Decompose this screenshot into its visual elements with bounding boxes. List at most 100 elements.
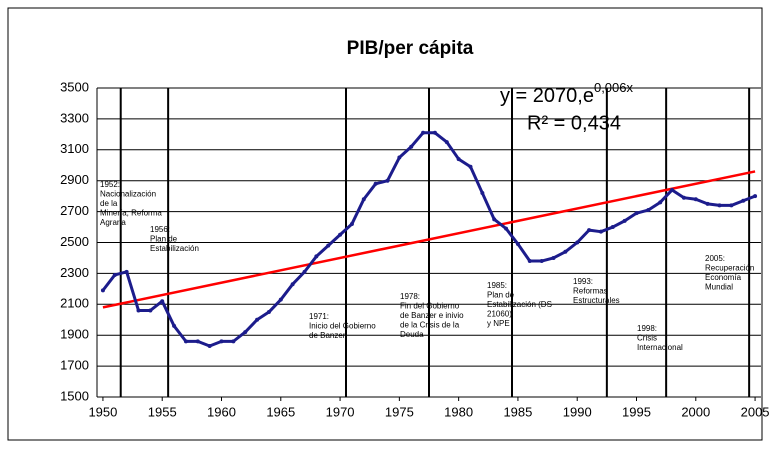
data-point [717,203,722,208]
data-point [302,269,307,274]
event-annotation: Reformas [573,287,608,296]
equation-base: y = 2070,e [500,85,594,107]
data-line [101,131,756,348]
event-annotation: Recuperación [705,264,754,273]
data-point [693,197,698,202]
event-annotation: Fin del Gobierno [400,302,460,311]
event-annotation: Crisis [637,334,657,343]
event-annotation: Estabilización (DS [487,300,552,309]
y-tick-label: 2100 [60,296,89,311]
event-annotation: Economía [705,273,742,282]
data-point [326,243,331,248]
x-tick-label: 1970 [326,404,355,419]
data-point [468,164,473,169]
event-annotation: 1971: [309,312,329,321]
event-annotation: Nacionalización [100,190,156,199]
data-point [172,323,177,328]
y-tick-label: 2500 [60,234,89,249]
data-point [432,130,437,135]
data-point [385,178,390,183]
x-tick-label: 1960 [207,404,236,419]
x-tick-label: 2000 [681,404,710,419]
data-point [207,344,212,349]
data-point [729,203,734,208]
event-annotation: de la [100,199,118,208]
event-annotation: Agraria [100,218,126,227]
data-point [480,191,485,196]
data-point [492,217,497,222]
data-point [373,181,378,186]
y-tick-label: 3300 [60,110,89,125]
x-tick-label: 1985 [503,404,532,419]
event-annotation: 1956: [150,225,170,234]
event-annotation: 21060) [487,310,512,319]
chart-frame [7,7,763,441]
y-tick-label: 3100 [60,141,89,156]
y-tick-label: 2900 [60,172,89,187]
data-point [421,130,426,135]
data-point [444,140,449,145]
r-squared: R² = 0,434 [527,112,621,134]
data-point [124,269,129,274]
x-tick-label: 1975 [385,404,414,419]
y-tick-label: 2300 [60,265,89,280]
x-tick-label: 2005 [741,404,769,419]
event-annotation: 2005: [705,254,725,263]
data-point [753,194,758,199]
event-annotation: y NPE [487,319,510,328]
event-annotation: 1978: [400,292,420,301]
data-point [705,201,710,206]
event-annotation: Deuda [400,330,424,339]
event-annotation: Minería, Reforma [100,209,162,218]
y-tick-label: 1500 [60,388,89,403]
event-annotation: 1985: [487,281,507,290]
event-annotation: 1993: [573,277,593,286]
event-annotation: Internacional [637,343,683,352]
data-point [681,195,686,200]
data-point [527,259,532,264]
data-point [255,317,260,322]
x-tick-label: 1955 [148,404,177,419]
data-point [136,308,141,313]
data-point [551,255,556,260]
data-point [231,339,236,344]
data-point [622,218,627,223]
event-annotation: 1952: [100,180,120,189]
x-tick-label: 1965 [266,404,295,419]
event-annotation: Inicio del Gobierno [309,322,376,331]
event-annotation: 1998: [637,324,657,333]
data-point [515,242,520,247]
data-point [219,339,224,344]
data-point [456,157,461,162]
data-point [409,144,414,149]
event-annotation: Plan de [487,291,515,300]
data-point [504,226,509,231]
trend-line [102,170,756,309]
data-point [314,254,319,259]
data-point [539,259,544,264]
event-annotation: de Banzer e inivio [400,311,464,320]
data-point [278,297,283,302]
event-annotation: Plan de [150,235,178,244]
y-tick-label: 1700 [60,358,89,373]
trend-equation: y = 2070,e0,006x [500,80,634,107]
data-point [598,229,603,234]
data-point [670,187,675,192]
data-point [658,200,663,205]
data-point [243,330,248,335]
data-point [575,240,580,245]
data-point [112,272,117,277]
chart-title: PIB/per cápita [347,38,474,59]
x-tick-label: 1950 [88,404,117,419]
data-point [587,228,592,233]
data-point [397,155,402,160]
data-point [349,221,354,226]
y-tick-label: 1900 [60,327,89,342]
y-tick-label: 3500 [60,79,89,94]
data-point [338,232,343,237]
data-point [646,208,651,213]
data-point [610,225,615,230]
data-point [195,339,200,344]
event-annotation: Estabilización [150,244,199,253]
